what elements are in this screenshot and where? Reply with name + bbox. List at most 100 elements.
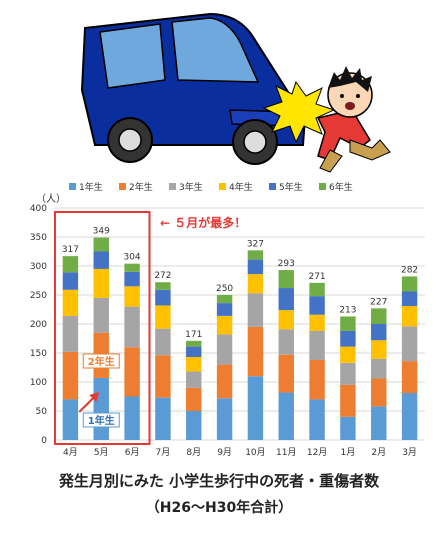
bar-segment — [124, 396, 140, 440]
y-tick-label: 300 — [30, 262, 47, 272]
bar-segment — [62, 256, 79, 273]
x-tick-label: 1月 — [341, 447, 356, 458]
bar-segment — [278, 392, 294, 440]
legend-swatch — [269, 183, 276, 190]
y-tick-label: 50 — [36, 407, 48, 417]
legend-label: 3年生 — [179, 181, 203, 193]
x-tick-label: 8月 — [186, 447, 201, 458]
bar-segment — [216, 364, 233, 399]
y-tick-label: 0 — [41, 436, 47, 446]
bar-segment — [216, 315, 233, 335]
bar-segment — [186, 340, 202, 347]
bar-segment — [124, 263, 140, 272]
x-tick-label: 11月 — [276, 447, 296, 458]
legend-label: 1年生 — [79, 181, 103, 193]
x-tick-label: 2月 — [371, 447, 386, 458]
bar-segment — [124, 286, 140, 307]
bar-segment — [401, 326, 418, 362]
bar-segment — [309, 314, 325, 331]
x-tick-label: 10月 — [245, 447, 265, 458]
bar-segment — [340, 346, 356, 363]
bar-segment — [340, 330, 356, 347]
bar-segment — [371, 406, 387, 440]
x-tick-label: 3月 — [402, 447, 417, 458]
bar-segment — [247, 376, 264, 440]
label-2nd-box — [82, 353, 120, 369]
bar-segment — [93, 297, 109, 333]
legend-swatch — [219, 183, 226, 190]
total-label: 171 — [185, 330, 202, 340]
y-tick-label: 150 — [30, 349, 47, 359]
y-tick-label: 200 — [30, 320, 47, 330]
x-tick-label: 7月 — [156, 447, 171, 458]
y-tick-label: 400 — [30, 204, 47, 214]
bar-segment — [340, 384, 356, 417]
x-tick-label: 5月 — [94, 447, 109, 458]
bar-segment — [371, 324, 387, 341]
bar-segment — [309, 399, 325, 440]
bar-segment — [155, 355, 171, 398]
bar-chart: 1年生 2年生 3年生 4年生 5年生 6年生 （人） 0 50 100 150 200 250 30… — [30, 181, 425, 458]
bar-segment — [155, 289, 171, 306]
label-1st-box — [82, 412, 120, 428]
bar-segment — [309, 359, 325, 400]
total-label: 282 — [401, 265, 418, 275]
bar-segment — [371, 340, 387, 359]
total-label: 271 — [308, 272, 325, 282]
legend-label: 2年生 — [129, 181, 153, 193]
bar-segment — [371, 378, 387, 407]
bar-segment — [401, 276, 418, 292]
bar-segment — [216, 334, 233, 365]
total-label: 293 — [278, 259, 295, 269]
total-label: 250 — [216, 284, 233, 294]
bar-segment — [278, 288, 294, 311]
bar-segment — [340, 362, 356, 385]
arrow-head-icon — [89, 392, 100, 402]
highlight-box — [54, 211, 151, 445]
bar-segment — [401, 393, 418, 440]
x-tick-label: 4月 — [63, 447, 78, 458]
bar-segment — [93, 268, 109, 298]
total-label: 213 — [339, 305, 356, 315]
bar-segment — [186, 387, 202, 411]
y-axis-label: （人） — [36, 193, 66, 205]
legend-label: 6年生 — [329, 181, 353, 193]
bar-segment — [371, 358, 387, 379]
bar-segment — [340, 316, 356, 331]
legend-swatch — [119, 183, 126, 190]
bar-segment — [124, 271, 140, 287]
bar-group — [62, 237, 418, 440]
total-label: 227 — [370, 297, 387, 307]
x-tick-label: 6月 — [125, 447, 140, 458]
car-image — [80, 12, 307, 165]
bar-segment — [216, 295, 233, 304]
total-labels: 317 349 304 272 171 250 327 293 271 213 227 282 — [62, 227, 418, 340]
bar-segment — [155, 305, 171, 329]
bar-segment — [216, 398, 233, 440]
bar-segment — [401, 361, 418, 394]
total-label: 304 — [123, 253, 140, 263]
chart-caption-period: （H26～H30年合計） — [145, 500, 293, 516]
bar-segment — [401, 291, 418, 307]
bar-segment — [155, 328, 171, 356]
y-axis-ticks: 0 50 100 150 200 250 300 350 400 — [30, 204, 47, 446]
x-axis-ticks: 4月 5月 6月 7月 8月 9月 10月 11月 12月 1月 2月 3月 — [63, 447, 417, 458]
bar-segment — [371, 308, 387, 324]
bar-segment — [124, 347, 140, 397]
bar-segment — [186, 411, 202, 440]
bar-segment — [62, 272, 79, 290]
bar-segment — [309, 282, 325, 297]
bar-segment — [186, 357, 202, 372]
bar-segment — [309, 330, 325, 360]
legend-swatch — [69, 183, 76, 190]
bar-segment — [247, 293, 264, 327]
bar-segment — [93, 251, 109, 269]
bar-segment — [62, 289, 79, 316]
bar-segment — [216, 303, 233, 316]
legend-label: 5年生 — [279, 181, 303, 193]
total-label: 272 — [154, 271, 171, 281]
car-accident-illustration — [80, 12, 391, 173]
bar-segment — [401, 306, 418, 327]
y-tick-label: 100 — [30, 378, 47, 388]
bar-segment — [62, 399, 79, 440]
